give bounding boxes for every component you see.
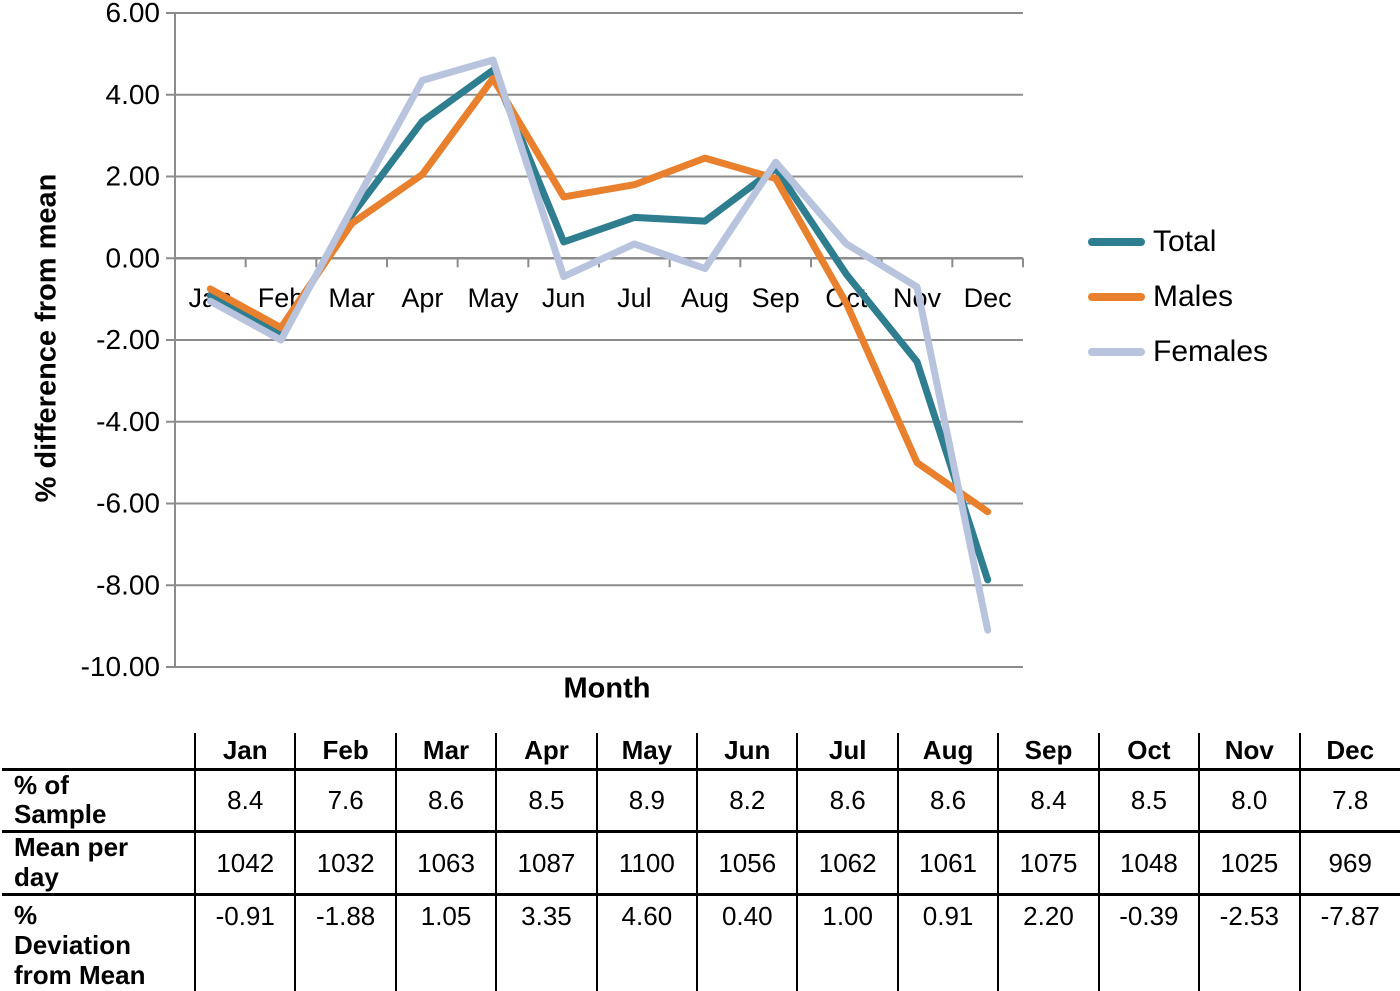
legend-swatch-males: [1088, 293, 1145, 301]
table-cell: 0.40: [697, 895, 797, 991]
table-cell: 7.6: [295, 769, 395, 832]
series-line-males: [210, 78, 987, 511]
y-tick-label: -10.00: [81, 651, 160, 682]
legend-label-males: Males: [1153, 282, 1233, 312]
x-tick-label: May: [467, 283, 519, 313]
table-cell: 8.6: [797, 769, 897, 832]
table-cell: 1061: [898, 832, 998, 895]
table-cell: 8.9: [597, 769, 697, 832]
table-column-header: May: [597, 733, 697, 769]
table-cell: 8.0: [1199, 769, 1299, 832]
legend-swatch-females: [1088, 348, 1145, 356]
table-cell: -0.39: [1099, 895, 1199, 991]
chart-legend: Total Males Females: [1088, 227, 1268, 392]
table-row-label: Mean per day: [2, 832, 195, 895]
table-cell: 1056: [697, 832, 797, 895]
table-cell: 1075: [998, 832, 1098, 895]
legend-entry-total: Total: [1088, 227, 1268, 257]
table-column-header: Feb: [295, 733, 395, 769]
series-line-females: [210, 60, 987, 630]
x-tick-label: Sep: [752, 283, 800, 313]
table-cell: 8.2: [697, 769, 797, 832]
table-cell: -0.91: [195, 895, 295, 991]
table-cell: 1063: [396, 832, 496, 895]
x-tick-label: Jun: [542, 283, 586, 313]
plot-area: 6.00 4.00 2.00 0.00 -2.00 -4.00 -6.00 -8.00 -10.…: [0, 0, 1060, 730]
table-column-header: Apr: [496, 733, 596, 769]
legend-entry-females: Females: [1088, 337, 1268, 367]
table-column-header: Dec: [1300, 733, 1400, 769]
table-cell: 8.5: [496, 769, 596, 832]
table-cell: 1032: [295, 832, 395, 895]
table-corner-cell: [2, 733, 195, 769]
legend-label-females: Females: [1153, 337, 1268, 367]
legend-swatch-total: [1088, 238, 1145, 246]
table-column-header: Nov: [1199, 733, 1299, 769]
table-cell: 7.8: [1300, 769, 1400, 832]
y-tick-label: 0.00: [106, 242, 161, 273]
table-column-header: Mar: [396, 733, 496, 769]
y-axis-title: % difference from mean: [31, 174, 64, 503]
legend-label-total: Total: [1153, 227, 1216, 257]
table-column-header: Aug: [898, 733, 998, 769]
table-cell: 8.4: [998, 769, 1098, 832]
table-cell: 8.6: [898, 769, 998, 832]
x-tick-label: Aug: [681, 283, 729, 313]
table-cell: 1.00: [797, 895, 897, 991]
table-cell: 3.35: [496, 895, 596, 991]
table-cell: -7.87: [1300, 895, 1400, 991]
table-cell: -2.53: [1199, 895, 1299, 991]
table-column-header: Jan: [195, 733, 295, 769]
y-tick-label: 6.00: [106, 0, 161, 28]
y-tick-label: -2.00: [96, 324, 160, 355]
x-axis-title: Month: [564, 673, 651, 706]
table-cell: 2.20: [998, 895, 1098, 991]
table-row-label: % of Sample: [2, 769, 195, 832]
table-cell: 1048: [1099, 832, 1199, 895]
table-row-label: % Deviation from Mean: [2, 895, 195, 991]
x-tick-label: Apr: [401, 283, 443, 313]
table-column-header: Jun: [697, 733, 797, 769]
y-tick-label: -8.00: [96, 569, 160, 600]
x-tick-label: Jul: [617, 283, 652, 313]
table-cell: 8.6: [396, 769, 496, 832]
table-cell: 1062: [797, 832, 897, 895]
table-cell: 1100: [597, 832, 697, 895]
x-tick-label: Dec: [964, 283, 1012, 313]
table-cell: 969: [1300, 832, 1400, 895]
line-chart: 6.00 4.00 2.00 0.00 -2.00 -4.00 -6.00 -8.00 -10.…: [0, 0, 1400, 730]
legend-entry-males: Males: [1088, 282, 1268, 312]
table-cell: 4.60: [597, 895, 697, 991]
table-cell: 0.91: [898, 895, 998, 991]
table-cell: 1042: [195, 832, 295, 895]
table-cell: 8.4: [195, 769, 295, 832]
table-column-header: Jul: [797, 733, 897, 769]
y-tick-label: 4.00: [106, 79, 161, 110]
table-column-header: Sep: [998, 733, 1098, 769]
x-tick-label: Mar: [328, 283, 375, 313]
table-cell: 1.05: [396, 895, 496, 991]
y-tick-label: 2.00: [106, 161, 161, 192]
y-tick-label: -6.00: [96, 488, 160, 519]
table-cell: 1025: [1199, 832, 1299, 895]
table-cell: 8.5: [1099, 769, 1199, 832]
table-cell: 1087: [496, 832, 596, 895]
table-column-header: Oct: [1099, 733, 1199, 769]
y-tick-label: -4.00: [96, 406, 160, 437]
table-cell: -1.88: [295, 895, 395, 991]
